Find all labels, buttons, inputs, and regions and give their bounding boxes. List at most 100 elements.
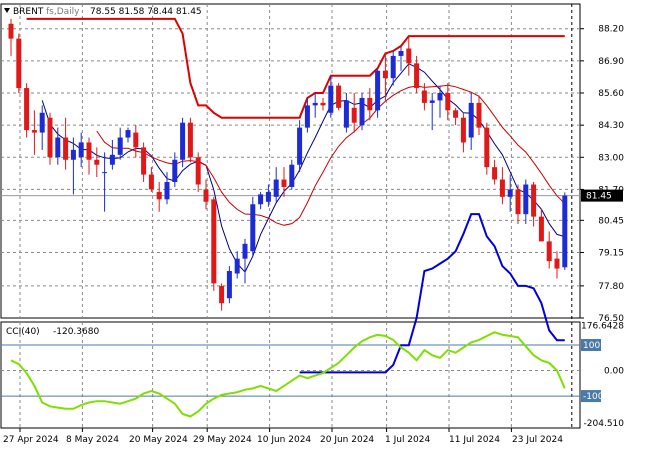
candle-bull — [289, 164, 295, 187]
y-tick-label: 84.30 — [598, 121, 624, 131]
candle-bull — [39, 112, 45, 133]
indicator-pane-frame — [0, 321, 581, 429]
y-tick-label: 77.80 — [598, 282, 624, 292]
candle-bear — [187, 122, 193, 158]
candle-bull — [172, 159, 178, 183]
candle-bear — [351, 107, 357, 123]
y-tick-label: 83.00 — [598, 153, 624, 163]
x-tick-label: 11 Jul 2024 — [449, 435, 500, 445]
candle-bull — [468, 102, 474, 138]
candle-bull — [359, 97, 365, 126]
candle-bull — [304, 105, 310, 128]
symbol-marker-icon — [4, 8, 10, 13]
candle-bull — [226, 271, 232, 299]
candle-bear — [31, 130, 37, 133]
candle-bull — [55, 137, 61, 158]
candle-bear — [16, 38, 22, 89]
candle-bear — [281, 179, 287, 187]
candle-bear — [133, 132, 139, 148]
current-price-tag — [581, 189, 623, 202]
cci-title: CCI(40) — [6, 327, 40, 337]
candle-bear — [203, 189, 209, 202]
main-grid — [0, 3, 581, 428]
cci-tick-label: -204.510 — [584, 419, 625, 429]
candle-bull — [390, 55, 396, 79]
candle-bear — [24, 88, 30, 131]
candle-bull — [125, 130, 131, 138]
y-axis-labels: 88.2086.9085.6084.3083.0081.7080.4579.15… — [580, 25, 624, 429]
candle-bull — [398, 50, 404, 56]
candle-bull — [102, 172, 108, 174]
y-tick-label: 79.15 — [598, 248, 624, 258]
candle-bear — [148, 174, 154, 190]
symbol-label: BRENT — [13, 7, 44, 17]
candle-bear — [94, 159, 100, 165]
candle-bear — [531, 184, 537, 217]
candle-bear — [219, 285, 225, 304]
y-tick-label: 86.90 — [598, 57, 624, 67]
candle-bear — [453, 110, 459, 118]
candle-bull — [164, 182, 170, 200]
candle-bear — [382, 70, 388, 79]
candle-bear — [414, 63, 420, 89]
cci-tick-label: 176.6428 — [581, 321, 624, 331]
candle-bear — [476, 102, 482, 128]
candle-bull — [437, 93, 443, 101]
candle-bear — [554, 258, 560, 269]
cci-value: -120.3680 — [53, 327, 99, 337]
candle-bear — [421, 90, 427, 103]
candle-bull — [429, 100, 435, 103]
cci-level-label: -100 — [583, 392, 604, 402]
candle-bull — [180, 122, 186, 160]
candle-bear — [367, 97, 373, 111]
candle-bear — [195, 157, 201, 185]
candle-bear — [406, 48, 412, 64]
candles — [8, 18, 568, 311]
candle-bull — [250, 204, 256, 252]
candle-bull — [234, 258, 240, 274]
x-tick-label: 8 May 2024 — [66, 435, 119, 445]
candle-bear — [211, 199, 217, 284]
x-tick-label: 23 Jul 2024 — [512, 435, 563, 445]
candle-bear — [546, 241, 552, 262]
x-axis-labels: 27 Apr 2024 8 May 2024 20 May 2024 29 May 2… — [3, 428, 563, 445]
candle-bull — [343, 100, 349, 128]
x-tick-label: 10 Jun 2024 — [257, 435, 311, 445]
cci-level-tag — [581, 390, 601, 403]
candle-bull — [242, 243, 248, 259]
candle-bear — [538, 216, 544, 242]
candle-bull — [375, 70, 381, 111]
candle-bull — [109, 154, 115, 165]
candle-bear — [320, 102, 326, 106]
y-tick-label: 80.45 — [598, 216, 624, 226]
candle-bull — [523, 184, 529, 215]
cci-level-label: 100 — [583, 341, 600, 351]
candle-bull — [273, 179, 279, 197]
upper-band-line — [26, 17, 565, 119]
candle-bear — [445, 93, 451, 111]
x-tick-label: 27 Apr 2024 — [3, 435, 59, 445]
cci-tick-label: 0.00 — [604, 367, 624, 377]
candle-bull — [507, 189, 513, 197]
main-pane-frame — [0, 3, 581, 319]
candle-bull — [258, 194, 264, 205]
candle-bull — [78, 142, 84, 158]
candle-bull — [297, 127, 303, 165]
x-tick-label: 20 May 2024 — [129, 435, 188, 445]
cci-lines — [10, 331, 566, 418]
ohlc-readout: 78.55 81.58 78.44 81.45 — [90, 7, 202, 17]
cci-line — [10, 331, 566, 418]
candle-bull — [70, 149, 76, 160]
cci-level-tag — [581, 338, 601, 351]
candle-bull — [312, 102, 318, 106]
candle-bear — [156, 191, 162, 200]
indicator-grid — [0, 321, 581, 429]
candle-bear — [47, 117, 53, 158]
y-tick-label: 76.50 — [598, 314, 624, 324]
candle-bear — [141, 147, 147, 175]
x-tick-label: 1 Jul 2024 — [385, 435, 430, 445]
candle-bear — [336, 85, 342, 108]
candle-bear — [63, 137, 69, 160]
candle-bear — [499, 179, 505, 197]
